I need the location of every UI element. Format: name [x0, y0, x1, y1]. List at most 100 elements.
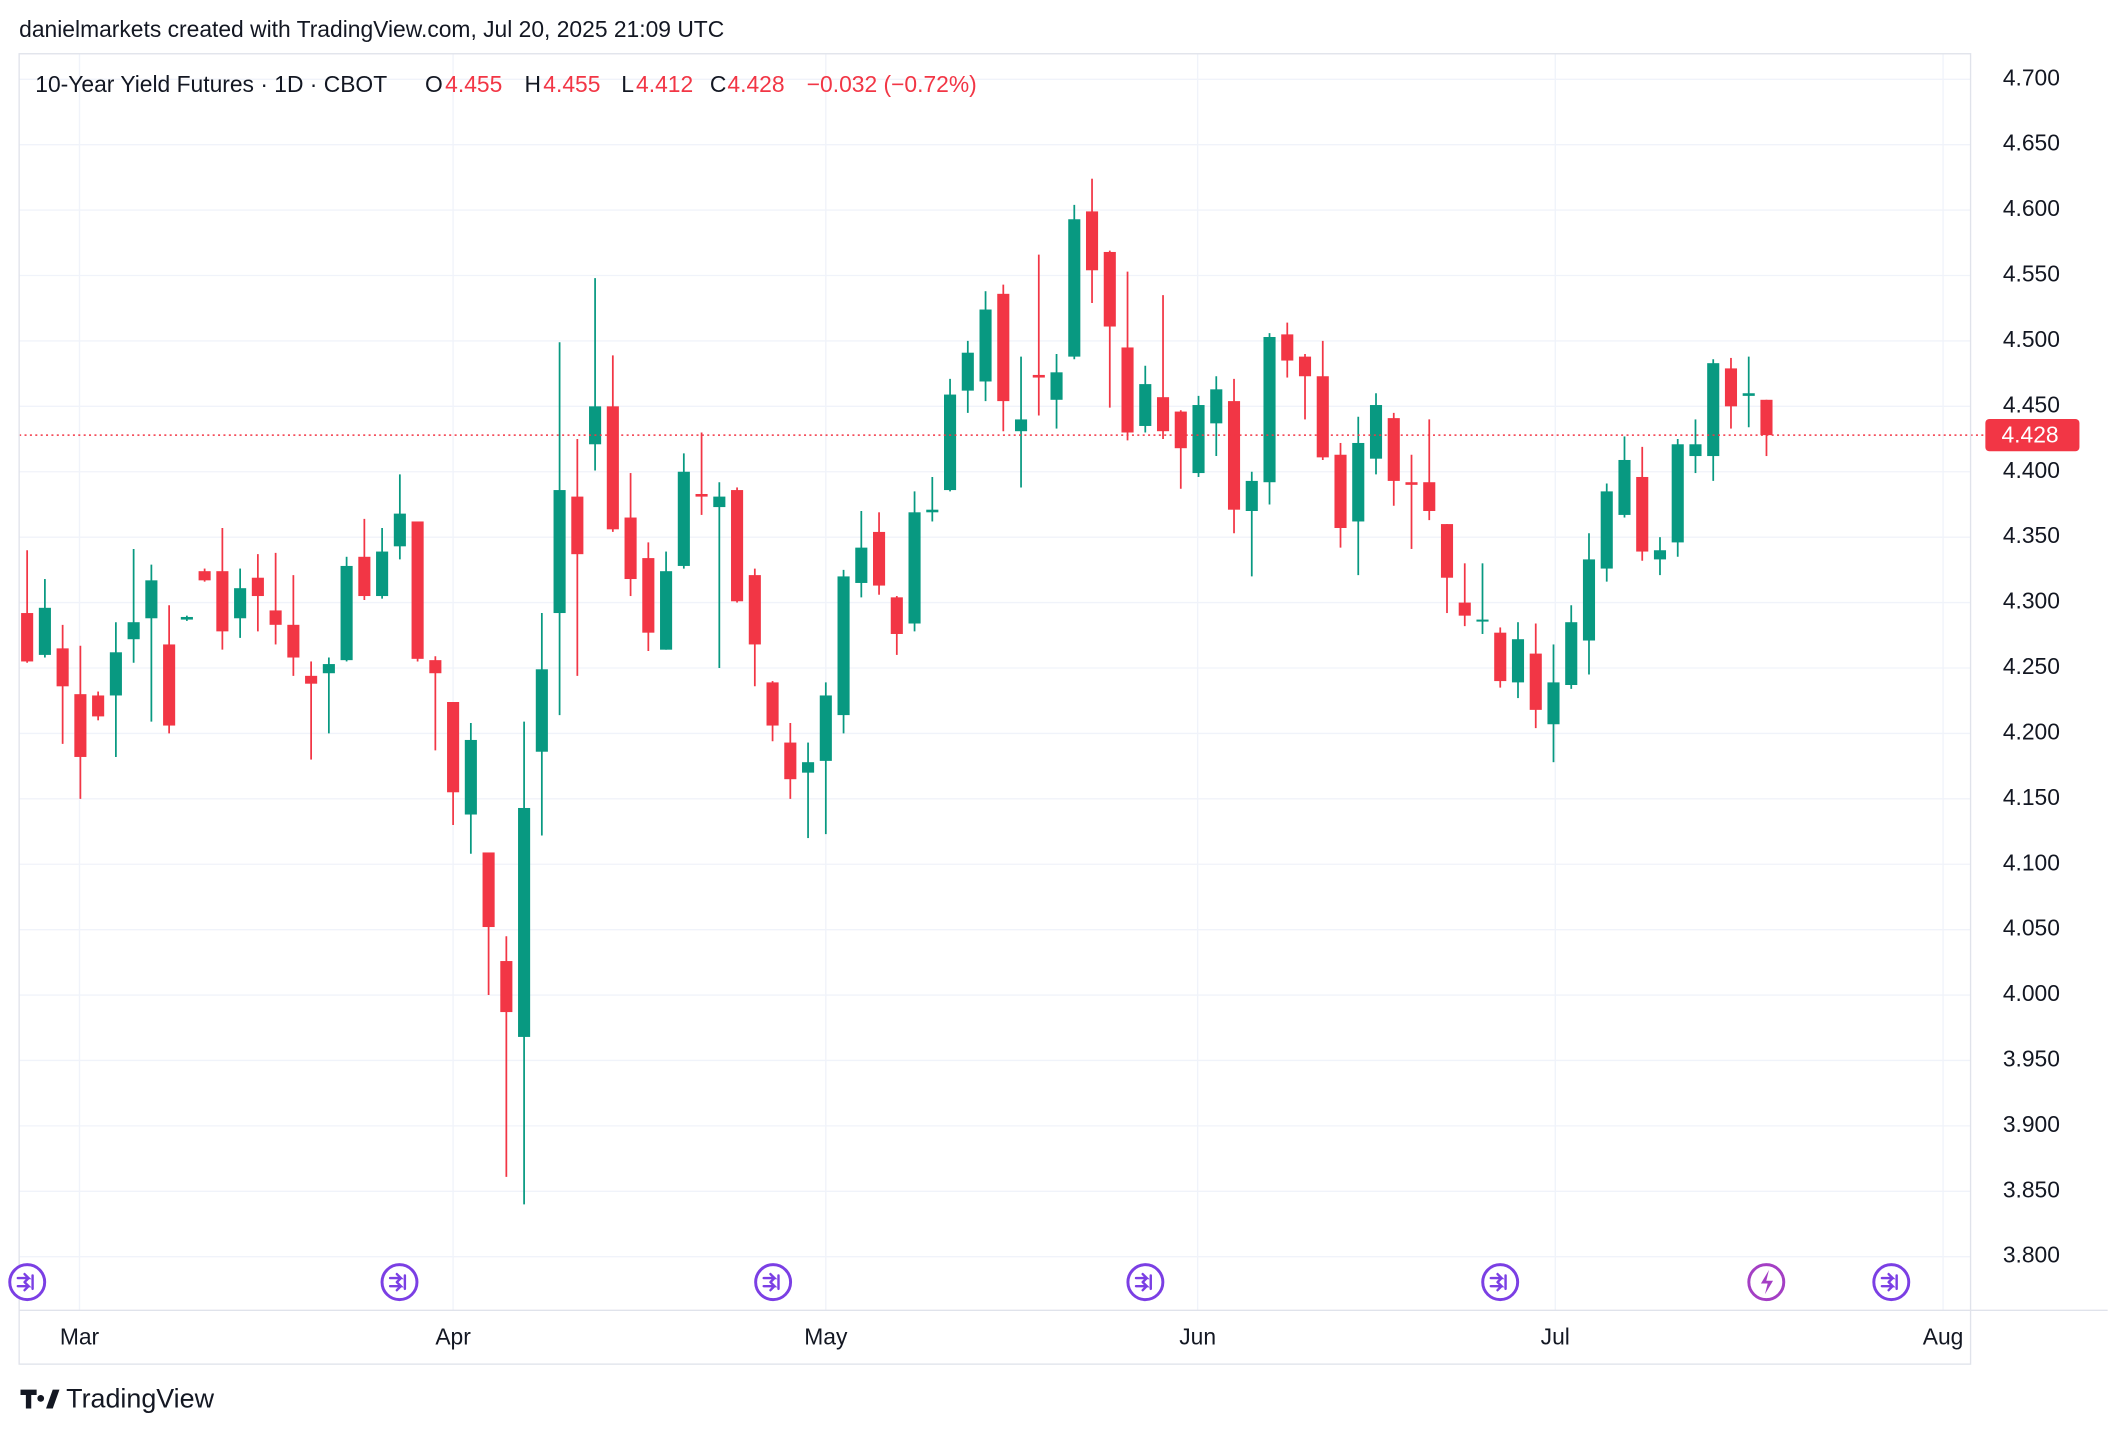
candle-body	[1334, 454, 1347, 529]
candle-body	[1139, 384, 1152, 426]
chart-title: 10-Year Yield Futures · 1D · CBOT	[35, 71, 387, 97]
candle-body	[873, 531, 886, 586]
candle-body	[393, 513, 406, 547]
candle-body	[127, 622, 140, 640]
candle-body	[1263, 336, 1276, 483]
candle-body	[1210, 389, 1223, 424]
candle-body	[198, 571, 211, 581]
y-tick-label: 4.400	[2003, 457, 2060, 483]
candle-body	[713, 496, 726, 508]
y-tick-label: 3.800	[2003, 1242, 2060, 1268]
candle-body	[589, 406, 602, 445]
candle-body	[979, 309, 992, 382]
y-tick-label: 4.450	[2003, 391, 2060, 417]
candle-body	[1156, 397, 1170, 432]
candle-body	[482, 852, 495, 928]
ohlc-value: 4.455	[543, 71, 600, 97]
event-glyph	[388, 1272, 407, 1292]
candle-body	[624, 517, 637, 580]
y-tick-label: 3.900	[2003, 1111, 2060, 1137]
candle-body	[1565, 622, 1578, 686]
ohlc-letter: H	[524, 71, 540, 97]
candle-body	[1689, 444, 1702, 457]
candle-body	[1121, 347, 1134, 433]
logo-shape	[20, 1389, 60, 1409]
candle-body	[819, 695, 832, 761]
candle-body	[1582, 559, 1596, 641]
y-tick-label: 4.550	[2003, 261, 2060, 287]
x-tick-label: May	[804, 1324, 848, 1350]
candle-body	[464, 739, 477, 815]
plot: 3.800 3.850 3.900 3.950 4.000 4.050 4.100 4.150…	[19, 53, 2080, 1350]
candle-body	[766, 682, 779, 726]
x-tick-label: Jun	[1179, 1324, 1216, 1350]
candle-body	[784, 742, 797, 780]
candle-body	[322, 664, 335, 674]
candle-body	[1085, 211, 1099, 271]
event-icon	[380, 1263, 419, 1302]
event-icon	[1872, 1263, 1911, 1302]
candle-body	[1174, 411, 1187, 449]
candle-body	[447, 702, 460, 793]
candle-body	[1671, 444, 1684, 543]
y-tick-label: 3.950	[2003, 1046, 2060, 1072]
y-tick-label: 4.300	[2003, 588, 2060, 614]
candle-body	[56, 648, 69, 687]
candle-body	[1423, 482, 1436, 512]
candle-body	[163, 644, 176, 726]
candle-body	[802, 762, 815, 773]
candle-body	[890, 597, 903, 634]
candle-body	[1476, 619, 1489, 622]
candle-body	[997, 293, 1010, 402]
candle-body	[944, 394, 957, 491]
x-tick-label: Aug	[1923, 1324, 1964, 1350]
x-tick-label: Jul	[1541, 1324, 1570, 1350]
event-icon	[754, 1263, 793, 1302]
candle-body	[216, 571, 229, 632]
candle-body	[1103, 251, 1116, 327]
candle-body	[251, 577, 264, 597]
frame	[18, 53, 1972, 1365]
last-price-badge	[1985, 418, 2080, 452]
candle-body	[376, 551, 389, 597]
candle-body	[926, 509, 939, 513]
candle-body	[1760, 399, 1773, 436]
last-price-label: 4.428	[2001, 421, 2058, 447]
candle-body	[1245, 480, 1258, 512]
candle-body	[837, 576, 850, 716]
y-tick-label: 4.250	[2003, 653, 2060, 679]
candle-body	[642, 558, 655, 633]
candle-body	[660, 571, 673, 650]
y-tick-label: 4.700	[2003, 64, 2060, 90]
candle-body	[1494, 632, 1507, 682]
y-tick-label: 4.100	[2003, 849, 2060, 875]
candle-body	[1405, 482, 1418, 485]
candle-body	[1547, 682, 1560, 725]
candle-body	[1298, 356, 1312, 377]
event-icons	[8, 1263, 1911, 1302]
candle-body	[411, 521, 424, 659]
candle-body	[1316, 376, 1329, 458]
y-tick-label: 4.200	[2003, 718, 2060, 744]
candle-body	[1387, 418, 1400, 481]
candle-body	[1511, 639, 1525, 683]
candle-body	[1050, 372, 1063, 400]
candle-body	[961, 352, 974, 391]
candle-body	[1653, 550, 1667, 560]
candle-body	[500, 961, 513, 1013]
candle-body	[287, 624, 300, 658]
y-tick-label: 4.150	[2003, 784, 2060, 810]
candle-body	[92, 695, 105, 717]
candle-body	[340, 565, 353, 661]
candle-body	[553, 490, 566, 614]
ohlc-letter: O	[425, 71, 443, 97]
candle-body	[1068, 219, 1081, 357]
y-tick-label: 3.850	[2003, 1176, 2060, 1202]
ohlc-value: 4.412	[636, 71, 693, 97]
y-tick-label: 4.600	[2003, 195, 2060, 221]
candle-body	[1352, 442, 1365, 522]
candle-body	[748, 575, 761, 645]
credit: danielmarkets created with TradingView.c…	[19, 16, 724, 42]
